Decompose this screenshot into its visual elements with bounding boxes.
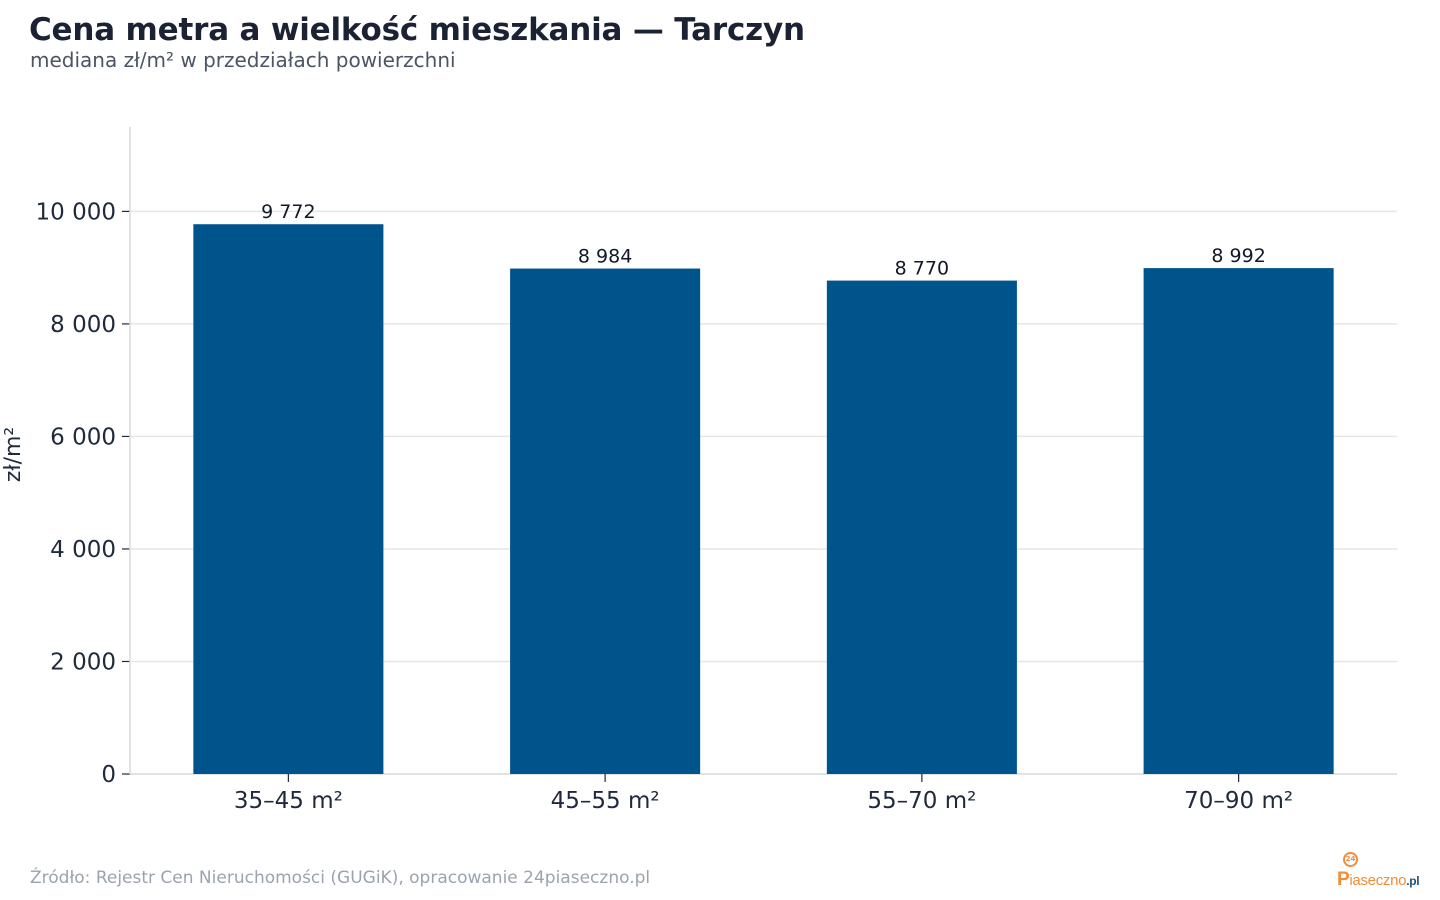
x-tick-label: 35–45 m² xyxy=(234,788,343,814)
y-tick-label: 2 000 xyxy=(50,649,116,675)
source-note: Źródło: Rejestr Cen Nieruchomości (GUGiK… xyxy=(30,868,651,888)
y-tick-label: 4 000 xyxy=(50,537,116,563)
data-label: 8 984 xyxy=(578,246,632,268)
x-tick-label: 70–90 m² xyxy=(1184,788,1293,814)
y-tick-label: 8 000 xyxy=(50,312,116,338)
data-label: 8 992 xyxy=(1211,245,1265,267)
bar xyxy=(193,224,384,775)
data-label: 9 772 xyxy=(261,201,315,223)
data-label: 8 770 xyxy=(895,258,949,280)
logo-badge-icon: 24 xyxy=(1343,852,1358,867)
bar xyxy=(826,280,1017,774)
y-tick-label: 6 000 xyxy=(50,424,116,450)
y-tick-label: 0 xyxy=(101,762,116,788)
bar xyxy=(510,268,701,774)
publisher-logo: 24 Piaseczno.pl xyxy=(1337,850,1420,890)
chart-subtitle: mediana zł/m² w przedziałach powierzchni xyxy=(30,48,456,72)
bar xyxy=(1143,268,1334,774)
chart-title: Cena metra a wielkość mieszkania — Tarcz… xyxy=(29,12,805,48)
x-tick-label: 55–70 m² xyxy=(867,788,976,814)
y-tick-label: 10 000 xyxy=(36,199,116,225)
x-tick-label: 45–55 m² xyxy=(551,788,660,814)
y-axis-label: zł/m² xyxy=(1,427,26,482)
logo-wordmark: Piaseczno.pl xyxy=(1337,869,1420,890)
